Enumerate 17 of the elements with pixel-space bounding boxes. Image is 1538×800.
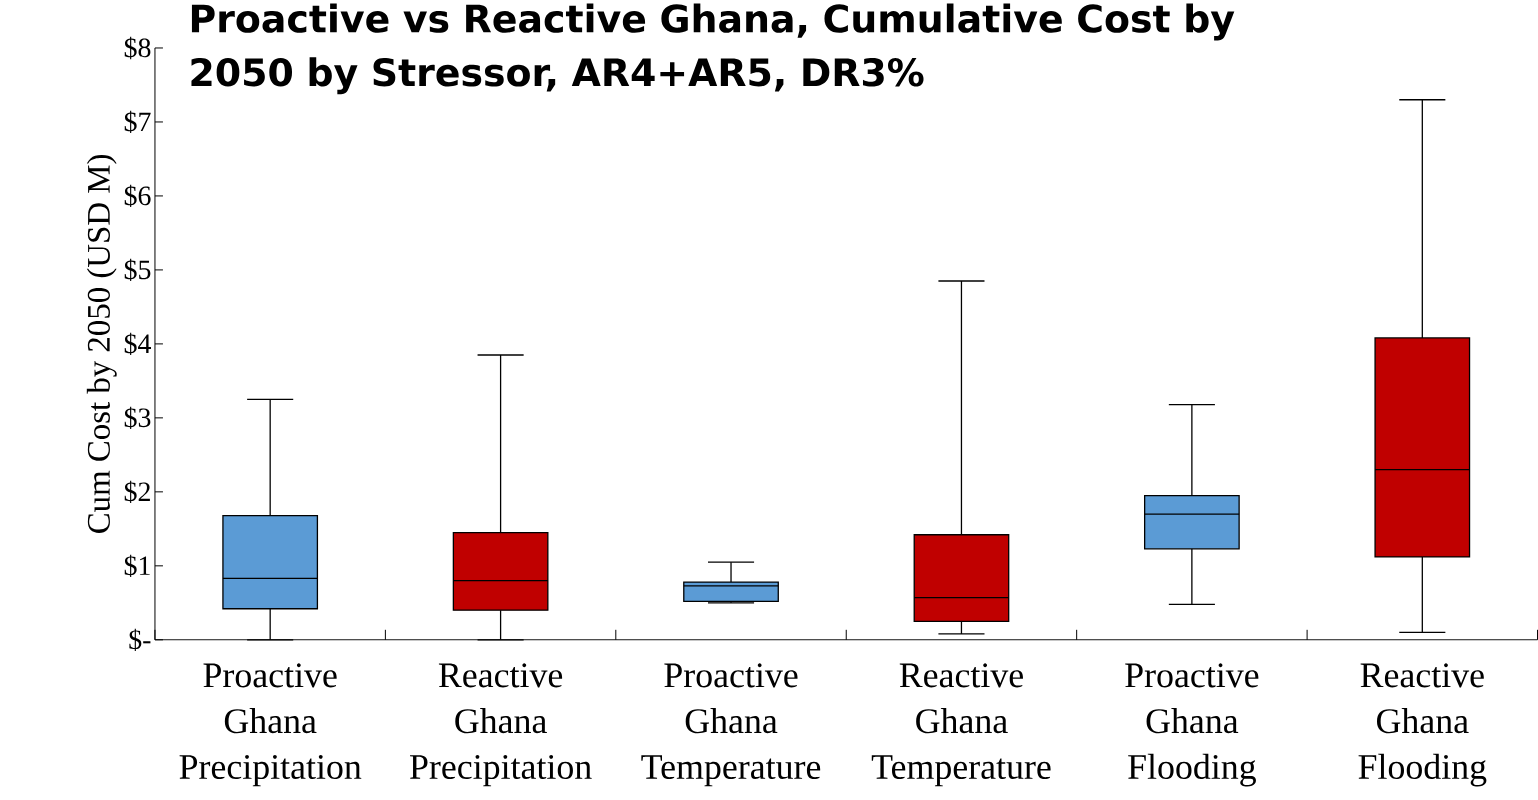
chart-title: Proactive vs Reactive Ghana, Cumulative Cost by 2050 by Stressor, AR4+AR5, DR3% xyxy=(191,3,1235,95)
y-tick-label: $6 xyxy=(124,184,151,208)
y-tick-label: $4 xyxy=(124,332,152,356)
y-tick-label: $7 xyxy=(124,110,151,134)
y-axis-title: Cum Cost by 2050 (USD M) xyxy=(86,155,117,534)
y-tick-label: $- xyxy=(129,628,151,652)
x-tick-label: Proactive Ghana Flooding xyxy=(1125,663,1259,787)
y-tick-label: $8 xyxy=(124,36,151,60)
y-tick-label: $2 xyxy=(124,480,150,504)
y-tick-label: $1 xyxy=(124,554,150,578)
x-tick-label: Proactive Ghana Precipitation xyxy=(179,663,362,787)
x-tick-label: Reactive Ghana Flooding xyxy=(1358,663,1487,787)
x-tick-label: Reactive Ghana Temperature xyxy=(871,663,1051,787)
y-tick-label: $5 xyxy=(124,258,151,282)
y-tick-label: $3 xyxy=(124,406,151,430)
x-tick-label: Proactive Ghana Temperature xyxy=(641,663,821,787)
x-tick-label: Reactive Ghana Precipitation xyxy=(410,663,592,787)
